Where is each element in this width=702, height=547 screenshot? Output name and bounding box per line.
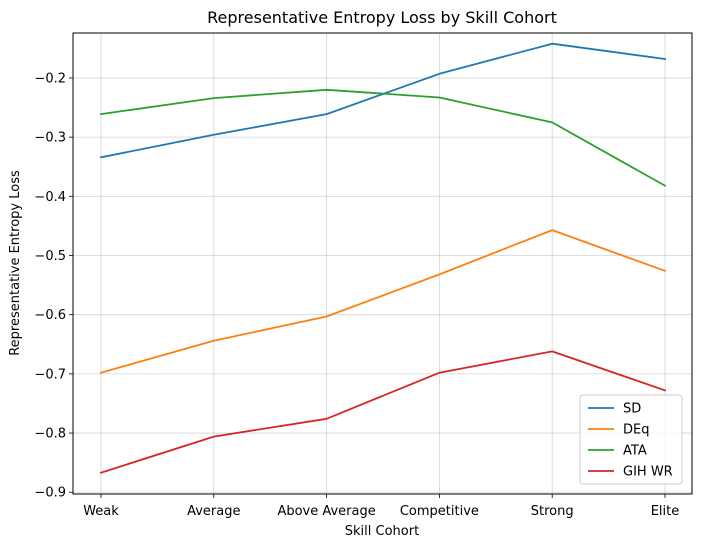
x-tick-label: Competitive: [400, 504, 479, 519]
legend-label-ata: ATA: [623, 444, 647, 459]
y-axis-ticks: −0.9 −0.8 −0.7 −0.6 −0.5 −0.4 −0.3 −0.2: [34, 71, 73, 501]
y-tick-label: −0.4: [34, 190, 66, 205]
legend-label-gih-wr: GIH WR: [623, 465, 673, 480]
y-tick-label: −0.7: [34, 367, 66, 382]
x-tick-label: Strong: [531, 504, 574, 519]
y-tick-label: −0.3: [34, 131, 66, 146]
legend-box: [579, 394, 683, 485]
series-line-ata: [99, 88, 667, 187]
series-line-gih-wr: [99, 350, 667, 474]
x-tick-label: Above Average: [277, 504, 375, 519]
x-tick-label: Elite: [651, 504, 680, 519]
chart-title: Representative Entropy Loss by Skill Coh…: [207, 8, 557, 27]
y-tick-label: −0.6: [34, 308, 66, 323]
y-tick-label: −0.2: [34, 71, 66, 86]
legend: SD DEq ATA GIH WR: [579, 394, 683, 485]
y-tick-label: −0.8: [34, 427, 66, 442]
y-tick-label: −0.9: [34, 486, 66, 501]
x-tick-label: Weak: [83, 504, 119, 519]
legend-label-sd: SD: [623, 402, 641, 417]
grid-lines: [73, 33, 692, 494]
y-tick-label: −0.5: [34, 249, 66, 264]
x-axis-ticks: Weak Average Above Average Competitive Stron…: [83, 494, 679, 519]
series-lines: [99, 42, 667, 474]
plot-area-frame: [72, 32, 693, 495]
legend-label-deq: DEq: [623, 423, 649, 438]
series-line-sd: [99, 42, 667, 159]
series-line-deq: [99, 229, 667, 374]
y-axis-title: Representative Entropy Loss: [8, 170, 23, 356]
x-axis-title: Skill Cohort: [345, 524, 419, 539]
x-tick-label: Average: [187, 504, 240, 519]
